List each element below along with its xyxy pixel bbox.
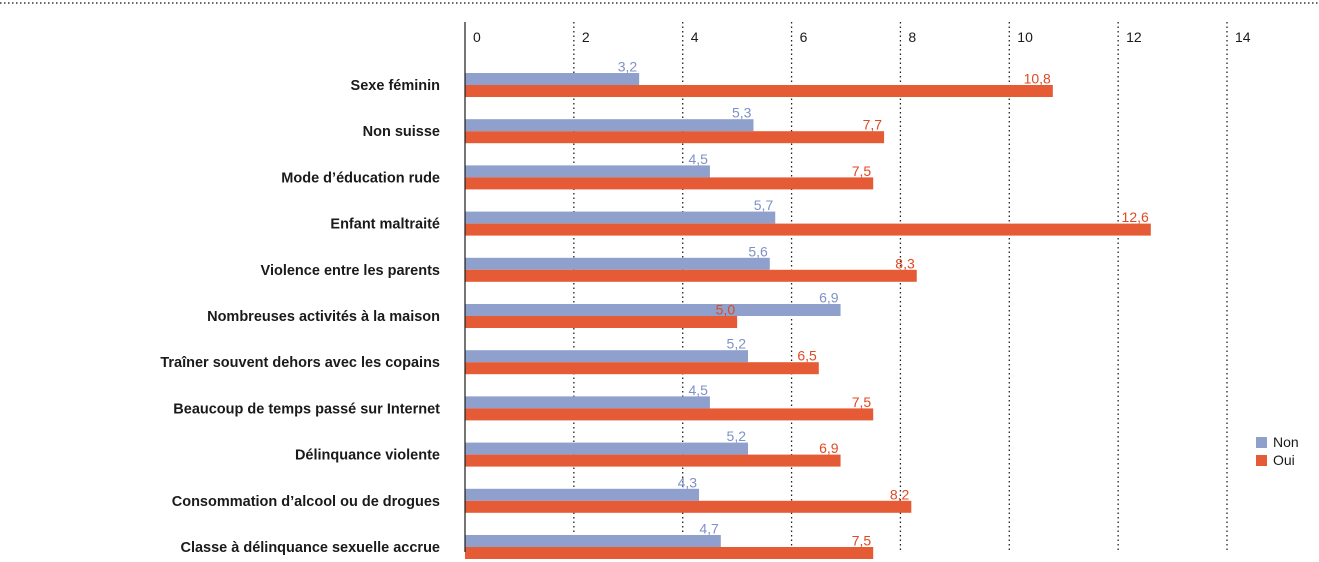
x-tick-label: 12 — [1126, 29, 1142, 45]
grid-lines — [573, 22, 1228, 552]
x-tick-label: 14 — [1235, 29, 1251, 45]
x-tick-label: 10 — [1017, 29, 1033, 45]
legend: Non Oui — [1256, 434, 1299, 468]
value-label-non: 6,9 — [819, 290, 839, 306]
x-tick-label: 0 — [473, 29, 481, 45]
value-label-oui: 6,9 — [819, 440, 839, 456]
bar-non — [465, 119, 754, 132]
value-label-non: 5,7 — [754, 197, 774, 213]
bar-oui — [465, 85, 1053, 97]
bar-non — [465, 165, 710, 178]
category-label: Sexe féminin — [351, 78, 440, 94]
bars — [465, 73, 1151, 559]
value-label-oui: 10,8 — [1024, 71, 1051, 87]
value-label-non: 4,5 — [688, 151, 708, 167]
bar-non — [465, 211, 776, 224]
value-labels: 3,2 10,8 5,3 7,7 4,5 7,5 5,7 12,6 5,6 8,3 6,9 5,0 5,… — [618, 59, 1149, 549]
bar-oui — [465, 223, 1151, 236]
x-tick-label: 4 — [691, 29, 699, 45]
bar-oui — [465, 316, 738, 328]
category-label: Nombreuses activités à la maison — [207, 309, 440, 325]
bar-non — [465, 535, 721, 547]
category-label: Violence entre les parents — [261, 263, 440, 279]
bar-oui — [465, 269, 917, 282]
value-label-non: 4,5 — [688, 382, 708, 398]
category-label: Consommation d’alcool ou de drogues — [172, 494, 440, 510]
bar-non — [465, 350, 749, 363]
x-tick-label: 2 — [582, 29, 590, 45]
bar-oui — [465, 362, 819, 375]
value-label-oui: 7,5 — [852, 533, 872, 549]
bar-oui — [465, 454, 841, 467]
value-label-non: 5,3 — [732, 105, 752, 121]
legend-swatch-oui — [1256, 455, 1267, 466]
bar-oui — [465, 177, 874, 190]
bar-oui — [465, 547, 874, 559]
x-axis-tick-labels: 0 2 4 6 8 10 12 14 — [473, 29, 1251, 45]
category-label: Délinquance violente — [295, 448, 440, 464]
bar-non — [465, 257, 770, 270]
value-label-oui: 7,7 — [863, 117, 883, 133]
value-label-oui: 8,2 — [890, 486, 910, 502]
category-label: Mode d’éducation rude — [281, 170, 440, 186]
value-label-non: 5,2 — [727, 428, 747, 444]
legend-label-non: Non — [1273, 434, 1299, 450]
x-tick-label: 8 — [908, 29, 916, 45]
value-label-non: 3,2 — [618, 59, 638, 75]
bar-non — [465, 396, 710, 409]
value-label-oui: 7,5 — [852, 394, 872, 410]
bar-non — [465, 488, 700, 501]
legend-swatch-non — [1256, 437, 1267, 448]
value-label-oui: 7,5 — [852, 163, 872, 179]
category-label: Classe à délinquance sexuelle accrue — [180, 540, 440, 556]
bar-non — [465, 304, 841, 316]
value-label-oui: 8,3 — [895, 255, 915, 271]
value-label-oui: 6,5 — [797, 348, 817, 364]
legend-label-oui: Oui — [1273, 452, 1295, 468]
category-label: Enfant maltraité — [330, 217, 440, 233]
bar-non — [465, 73, 640, 85]
bar-oui — [465, 131, 885, 144]
value-label-oui: 12,6 — [1122, 209, 1149, 225]
x-tick-label: 6 — [800, 29, 808, 45]
value-label-non: 4,7 — [699, 521, 719, 537]
value-label-oui: 5,0 — [716, 302, 736, 318]
value-label-non: 5,6 — [748, 243, 768, 259]
bar-oui — [465, 500, 912, 513]
bar-oui — [465, 408, 874, 421]
value-label-non: 5,2 — [727, 336, 747, 352]
value-label-non: 4,3 — [678, 474, 698, 490]
bar-non — [465, 442, 749, 455]
category-labels: Sexe féminin Non suisse Mode d’éducation r… — [160, 78, 440, 556]
category-label: Non suisse — [363, 124, 440, 140]
category-label: Beaucoup de temps passé sur Internet — [173, 401, 440, 417]
category-label: Traîner souvent dehors avec les copains — [160, 355, 440, 371]
